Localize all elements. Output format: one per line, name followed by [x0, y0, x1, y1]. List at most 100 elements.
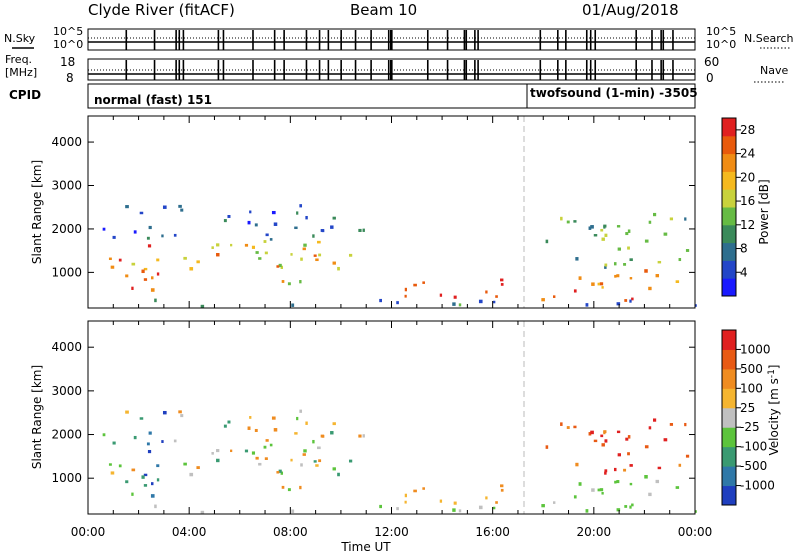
power-cell	[318, 253, 322, 257]
power-cell	[685, 249, 690, 252]
power-cell	[196, 260, 200, 264]
nsky-label: N.Sky	[4, 32, 36, 45]
velocity-cell	[653, 418, 657, 422]
velocity-cell	[146, 442, 150, 446]
velocity-cell	[573, 495, 577, 499]
velocity-cell	[173, 439, 177, 443]
velocity-cell	[657, 466, 662, 470]
x-tick-label: 12:00	[374, 525, 409, 539]
velocity-cell	[566, 426, 570, 429]
power-cell	[180, 208, 184, 212]
velocity-axes: 1000 2000 3000 4000	[51, 321, 696, 514]
power-cell	[422, 281, 425, 284]
velocity-cell	[629, 505, 632, 509]
nsky-strip: N.Sky 10^5 10^0 10^5 10^0 N.Search	[4, 25, 794, 51]
velocity-cell	[108, 463, 112, 466]
velocity-cell	[644, 475, 648, 479]
colorbar-tick-label: 16	[740, 194, 755, 208]
power-cell	[404, 287, 407, 292]
power-cell	[321, 229, 325, 233]
power-cell	[178, 204, 182, 208]
power-panel: 1000 2000 3000 4000 Slant Range [km] 4 8 12 16…	[30, 115, 771, 309]
velocity-cell	[196, 466, 200, 470]
power-cell	[151, 276, 154, 280]
velocity-cell	[299, 409, 303, 413]
velocity-cell	[453, 501, 457, 505]
power-cell	[624, 299, 628, 302]
power-cell	[216, 243, 220, 247]
power-cell	[332, 261, 336, 265]
power-cell	[247, 220, 251, 225]
velocity-cell	[694, 510, 697, 513]
power-cell	[312, 234, 315, 238]
velocity-cell	[604, 471, 607, 475]
velocity-cell	[413, 489, 417, 493]
y-tick-label: 3000	[51, 179, 82, 193]
velocity-cell	[500, 488, 504, 492]
velocity-cell	[300, 463, 303, 467]
velocity-cell	[439, 499, 443, 503]
velocity-colorbar: 1000 500 100 25 -25 -100 -500 -1000	[721, 329, 775, 506]
colorbar-cell	[722, 189, 736, 208]
power-cell	[604, 265, 607, 269]
velocity-cell	[143, 484, 148, 487]
velocity-cell	[281, 485, 285, 489]
velocity-cell	[154, 504, 157, 509]
power-cell	[500, 278, 504, 282]
velocity-cell	[330, 431, 334, 435]
freq-label: Freq.	[5, 53, 32, 66]
power-cell	[296, 211, 299, 215]
power-cell	[648, 220, 652, 224]
velocity-cell	[585, 509, 589, 513]
power-cell	[597, 282, 600, 286]
power-cell	[110, 265, 115, 269]
velocity-cell	[156, 478, 160, 482]
power-cell	[139, 211, 144, 215]
power-cell	[585, 303, 589, 307]
power-cell	[125, 274, 129, 278]
velocity-cell	[125, 410, 129, 414]
velocity-cell	[631, 503, 634, 507]
velocity-cell	[318, 459, 322, 463]
power-cell	[125, 205, 129, 209]
power-cell	[599, 282, 604, 286]
velocity-frame	[87, 320, 696, 515]
velocity-cell	[317, 446, 321, 450]
station-title: Clyde River (fitACF)	[88, 1, 235, 19]
velocity-cell	[332, 467, 336, 471]
velocity-cell	[312, 439, 315, 444]
power-cell	[669, 217, 674, 221]
velocity-cell	[216, 449, 220, 453]
velocity-cell	[276, 471, 280, 474]
y-tick-label: 2000	[51, 222, 82, 236]
power-cell	[299, 204, 303, 208]
power-cell	[590, 225, 594, 229]
velocity-cell	[255, 456, 259, 460]
power-cell	[273, 222, 278, 226]
colorbar-cell	[722, 171, 736, 190]
power-cell	[148, 225, 152, 230]
velocity-cell	[183, 462, 187, 466]
power-cell	[254, 223, 258, 227]
velocity-cell	[599, 488, 604, 492]
colorbar-tick-label: 1000	[740, 342, 771, 356]
cpid-mode-1: normal (fast) 151	[94, 93, 212, 107]
velocity-cell	[269, 443, 273, 447]
power-cell	[162, 205, 167, 209]
colorbar-tick-label: -500	[740, 459, 767, 473]
velocity-cell	[118, 464, 122, 468]
velocity-cell	[452, 508, 456, 512]
velocity-cell	[278, 469, 282, 473]
velocity-cell	[294, 432, 298, 435]
velocity-cell	[379, 504, 383, 509]
power-cell	[644, 239, 649, 243]
velocity-cell	[131, 468, 136, 472]
velocity-cell	[478, 505, 483, 510]
power-cell	[603, 224, 607, 228]
power-cell	[112, 235, 116, 239]
power-cell	[404, 294, 407, 298]
velocity-cell	[302, 453, 306, 456]
power-cell	[694, 304, 697, 307]
velocity-cell	[263, 445, 267, 449]
power-cell	[593, 234, 598, 237]
